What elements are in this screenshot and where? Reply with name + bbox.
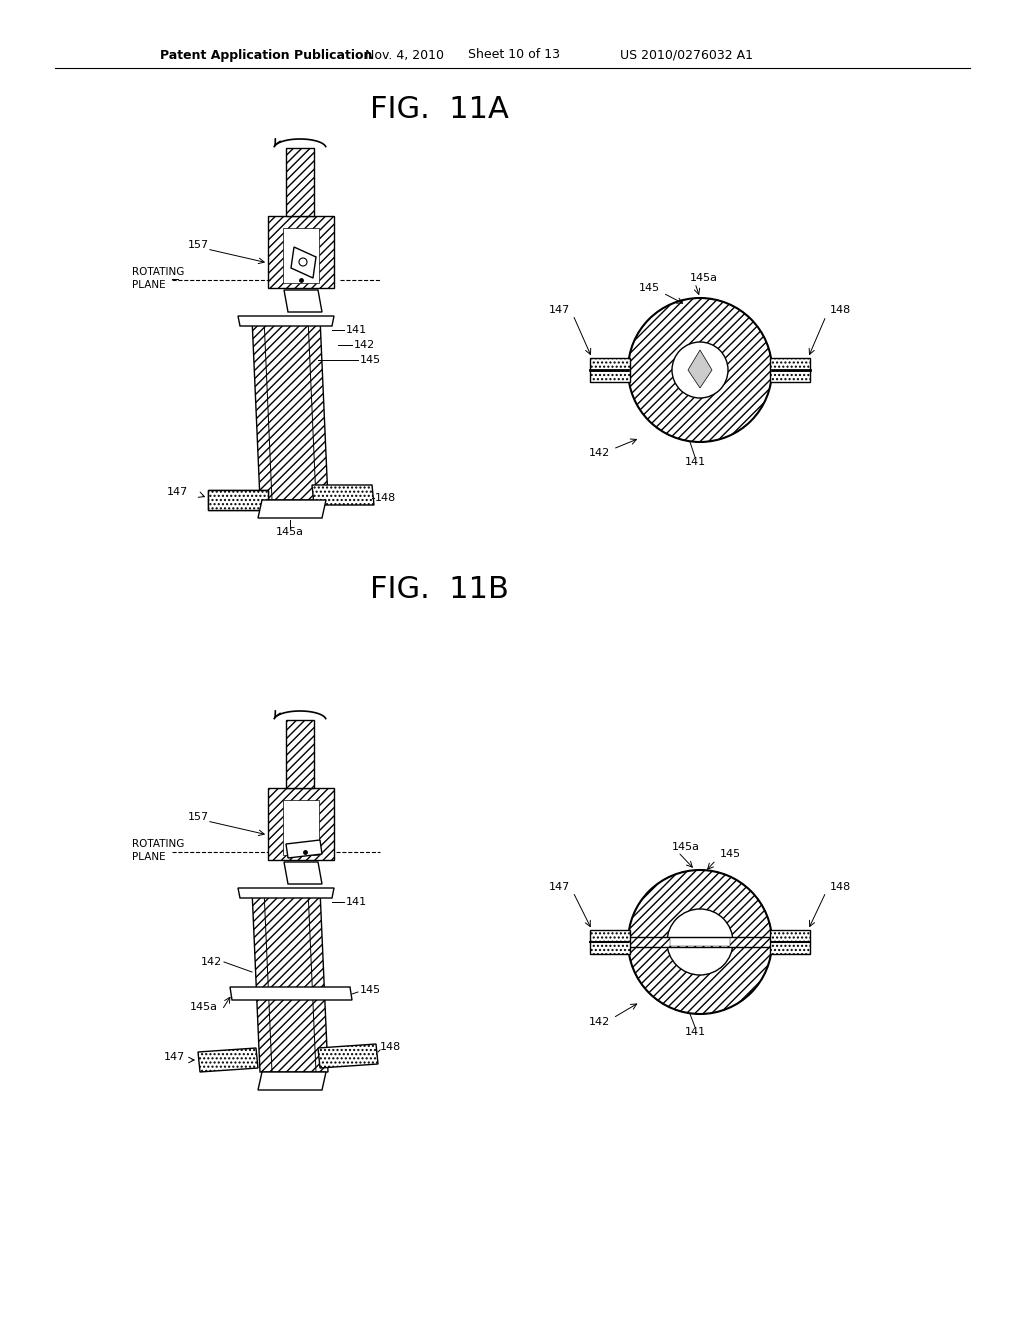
Polygon shape	[208, 490, 268, 510]
Polygon shape	[628, 937, 772, 946]
Text: 148: 148	[830, 882, 851, 892]
Text: 147: 147	[167, 487, 188, 498]
Text: US 2010/0276032 A1: US 2010/0276032 A1	[620, 49, 753, 62]
Polygon shape	[252, 318, 328, 500]
Bar	[286, 719, 314, 788]
Text: ROTATING: ROTATING	[132, 840, 184, 849]
Text: 141: 141	[684, 457, 706, 467]
Polygon shape	[258, 1072, 326, 1090]
Text: 145a: 145a	[690, 273, 718, 282]
Text: FIG.  11A: FIG. 11A	[370, 95, 509, 124]
Text: 142: 142	[589, 447, 610, 458]
Polygon shape	[238, 888, 334, 898]
Polygon shape	[284, 862, 322, 884]
Polygon shape	[252, 890, 328, 1072]
Polygon shape	[284, 290, 322, 312]
Text: 145: 145	[720, 849, 741, 859]
Text: 147: 147	[549, 882, 570, 892]
Text: 141: 141	[346, 898, 368, 907]
Bar	[286, 148, 314, 216]
Text: Sheet 10 of 13: Sheet 10 of 13	[468, 49, 560, 62]
Text: 145: 145	[360, 355, 381, 366]
Polygon shape	[208, 490, 268, 510]
Polygon shape	[770, 358, 810, 381]
Text: PLANE: PLANE	[132, 851, 166, 862]
Circle shape	[628, 870, 772, 1014]
Text: 145: 145	[639, 282, 660, 293]
Text: 145a: 145a	[190, 1002, 218, 1012]
Text: 148: 148	[380, 1041, 401, 1052]
Text: 157: 157	[188, 240, 209, 249]
Text: 157: 157	[188, 812, 209, 822]
Text: 147: 147	[164, 1052, 185, 1063]
Polygon shape	[198, 1048, 258, 1072]
Text: FIG.  11B: FIG. 11B	[370, 576, 509, 605]
Text: 141: 141	[684, 1027, 706, 1038]
Bar	[283, 228, 319, 282]
Text: 145a: 145a	[276, 527, 304, 537]
Polygon shape	[590, 931, 630, 954]
Circle shape	[667, 909, 733, 975]
Polygon shape	[238, 315, 334, 326]
Bar	[268, 216, 334, 288]
Circle shape	[672, 342, 728, 399]
Circle shape	[628, 298, 772, 442]
Text: 147: 147	[549, 305, 570, 315]
Text: 141: 141	[346, 325, 368, 335]
Polygon shape	[286, 840, 322, 858]
Text: 145: 145	[360, 985, 381, 995]
Polygon shape	[291, 247, 316, 279]
Text: 148: 148	[375, 492, 396, 503]
Bar	[283, 800, 319, 855]
Circle shape	[299, 257, 307, 267]
Polygon shape	[590, 358, 630, 381]
Text: 142: 142	[201, 957, 222, 968]
Polygon shape	[258, 500, 326, 517]
Text: 145a: 145a	[672, 842, 700, 851]
Text: 148: 148	[830, 305, 851, 315]
Text: Patent Application Publication: Patent Application Publication	[160, 49, 373, 62]
Polygon shape	[230, 987, 352, 1001]
Text: Nov. 4, 2010: Nov. 4, 2010	[365, 49, 444, 62]
Text: PLANE: PLANE	[132, 280, 166, 290]
Text: 142: 142	[589, 1016, 610, 1027]
Text: ROTATING: ROTATING	[132, 267, 184, 277]
Bar	[268, 788, 334, 861]
Polygon shape	[312, 484, 374, 506]
Bar	[670, 939, 730, 946]
Text: 142: 142	[354, 341, 375, 350]
Polygon shape	[318, 1044, 378, 1068]
Polygon shape	[688, 350, 712, 388]
Polygon shape	[770, 931, 810, 954]
